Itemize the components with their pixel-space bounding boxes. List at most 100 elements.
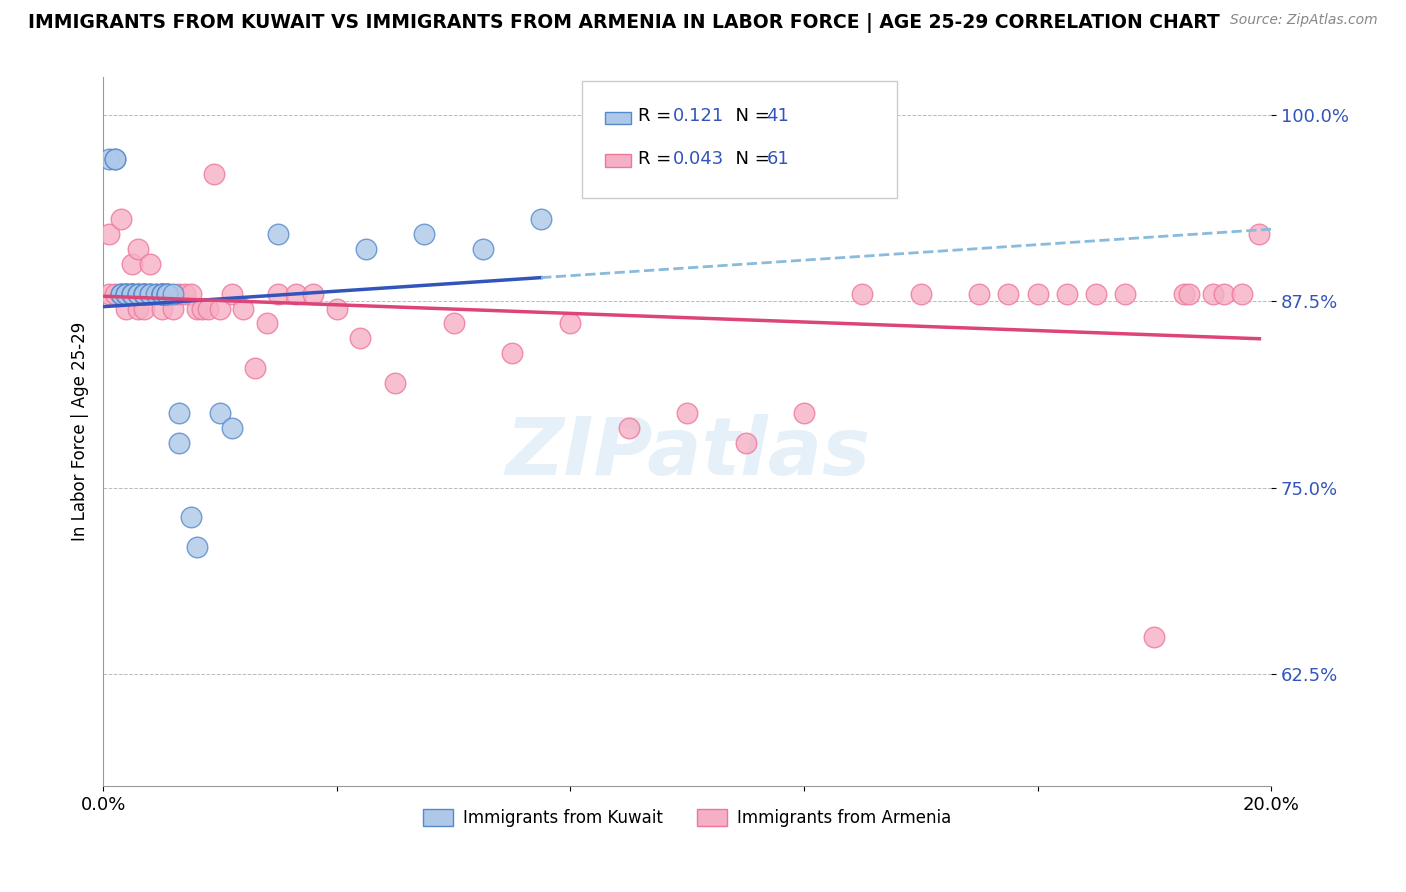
Point — [156, 286, 179, 301]
Point — [110, 286, 132, 301]
Point — [1230, 286, 1253, 301]
Point — [1202, 286, 1225, 301]
Point — [156, 286, 179, 301]
Point — [115, 286, 138, 301]
Legend: Immigrants from Kuwait, Immigrants from Armenia: Immigrants from Kuwait, Immigrants from … — [416, 803, 957, 834]
Text: Source: ZipAtlas.com: Source: ZipAtlas.com — [1230, 13, 1378, 28]
Point — [104, 286, 127, 301]
Point — [121, 286, 143, 301]
Y-axis label: In Labor Force | Age 25-29: In Labor Force | Age 25-29 — [72, 322, 89, 541]
Point — [127, 242, 149, 256]
Point — [115, 301, 138, 316]
Point — [132, 286, 155, 301]
Point — [156, 286, 179, 301]
Point — [139, 286, 162, 301]
Point — [127, 286, 149, 301]
Point — [121, 286, 143, 301]
Point — [150, 286, 173, 301]
Point — [851, 286, 873, 301]
FancyBboxPatch shape — [606, 154, 631, 167]
Point — [910, 286, 932, 301]
Point — [121, 286, 143, 301]
Point — [1249, 227, 1271, 241]
Point — [127, 286, 149, 301]
Point — [617, 421, 640, 435]
Point — [256, 317, 278, 331]
Point — [162, 301, 184, 316]
Point — [186, 301, 208, 316]
Text: 0.043: 0.043 — [673, 150, 724, 168]
Point — [997, 286, 1019, 301]
Point — [98, 153, 121, 167]
Point — [354, 242, 377, 256]
Point — [232, 301, 254, 316]
Point — [191, 301, 214, 316]
Point — [167, 435, 190, 450]
Point — [284, 286, 307, 301]
Point — [121, 286, 143, 301]
Point — [208, 406, 231, 420]
Point — [243, 361, 266, 376]
Point — [121, 286, 143, 301]
Point — [325, 301, 347, 316]
Point — [139, 257, 162, 271]
Point — [150, 286, 173, 301]
Point — [127, 286, 149, 301]
Point — [734, 435, 756, 450]
Point — [1213, 286, 1236, 301]
Point — [121, 257, 143, 271]
Point — [132, 286, 155, 301]
FancyBboxPatch shape — [582, 81, 897, 198]
Point — [967, 286, 990, 301]
Point — [676, 406, 699, 420]
Point — [384, 376, 406, 391]
Point — [560, 317, 582, 331]
Point — [530, 212, 553, 227]
Point — [150, 286, 173, 301]
Point — [104, 153, 127, 167]
Point — [793, 406, 815, 420]
Point — [104, 153, 127, 167]
Point — [186, 540, 208, 554]
Point — [132, 286, 155, 301]
Point — [110, 212, 132, 227]
Point — [110, 286, 132, 301]
Text: 41: 41 — [766, 107, 789, 126]
Point — [115, 286, 138, 301]
Point — [349, 331, 371, 345]
Point — [132, 286, 155, 301]
FancyBboxPatch shape — [606, 112, 631, 124]
Point — [221, 421, 243, 435]
Text: ZIPatlas: ZIPatlas — [505, 414, 870, 491]
Text: R =: R = — [638, 150, 683, 168]
Text: R =: R = — [638, 107, 683, 126]
Point — [167, 406, 190, 420]
Point — [167, 286, 190, 301]
Text: IMMIGRANTS FROM KUWAIT VS IMMIGRANTS FROM ARMENIA IN LABOR FORCE | AGE 25-29 COR: IMMIGRANTS FROM KUWAIT VS IMMIGRANTS FRO… — [28, 13, 1220, 33]
Point — [132, 301, 155, 316]
Point — [156, 286, 179, 301]
Point — [98, 286, 121, 301]
Point — [267, 227, 290, 241]
Point — [1056, 286, 1078, 301]
Point — [162, 286, 184, 301]
Point — [1178, 286, 1201, 301]
Point — [413, 227, 436, 241]
Point — [221, 286, 243, 301]
Point — [180, 510, 202, 524]
Point — [150, 286, 173, 301]
Point — [302, 286, 325, 301]
Point — [127, 301, 149, 316]
Point — [501, 346, 523, 360]
Point — [115, 286, 138, 301]
Point — [1084, 286, 1107, 301]
Point — [110, 286, 132, 301]
Point — [208, 301, 231, 316]
Point — [139, 286, 162, 301]
Point — [267, 286, 290, 301]
Point — [471, 242, 494, 256]
Point — [197, 301, 219, 316]
Point — [1114, 286, 1136, 301]
Point — [132, 286, 155, 301]
Point — [180, 286, 202, 301]
